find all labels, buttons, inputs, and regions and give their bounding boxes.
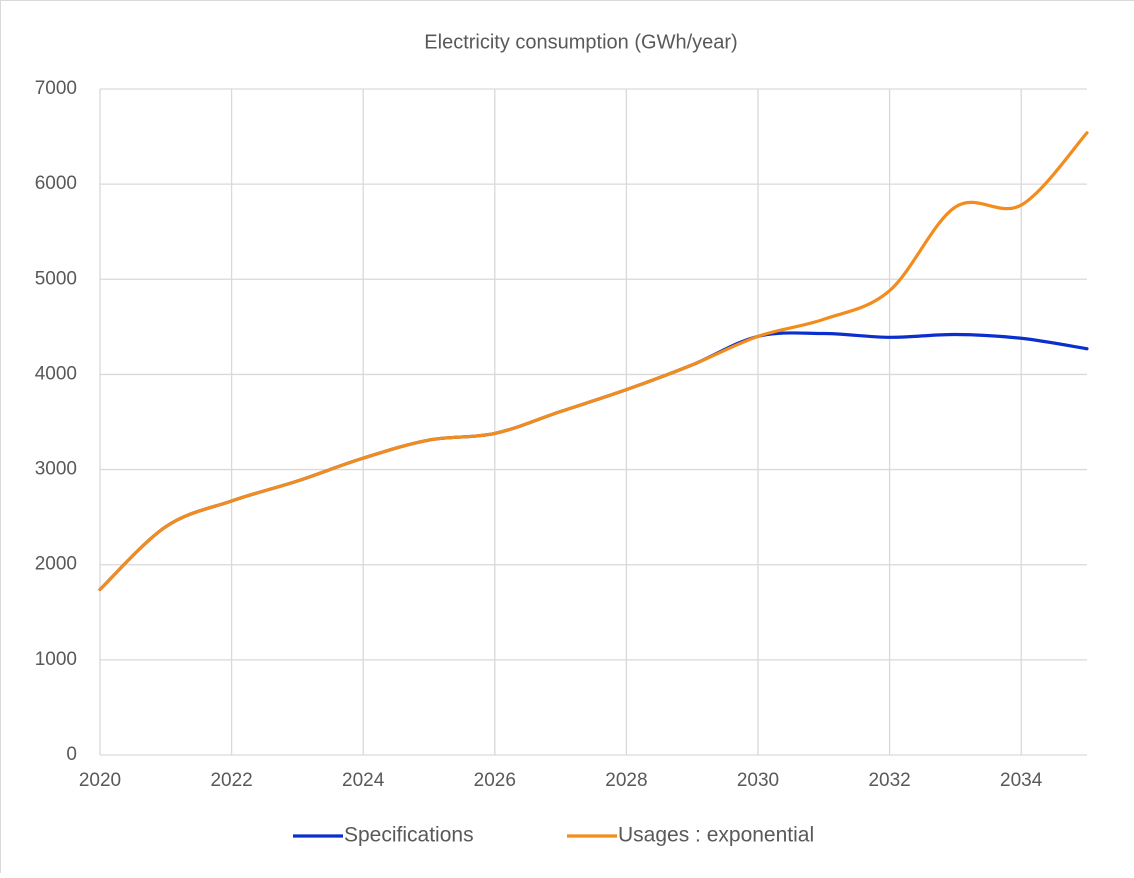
legend-label: Specifications	[344, 824, 474, 847]
x-tick-label: 2026	[474, 770, 516, 791]
x-tick-label: 2032	[868, 770, 910, 791]
y-tick-label: 4000	[35, 363, 77, 384]
x-tick-label: 2034	[1000, 770, 1043, 791]
x-tick-label: 2022	[210, 770, 252, 791]
x-tick-label: 2028	[605, 770, 647, 791]
chart-title: Electricity consumption (GWh/year)	[424, 31, 737, 53]
x-tick-label: 2024	[342, 770, 385, 791]
legend-label: Usages : exponential	[618, 824, 814, 847]
y-tick-label: 0	[66, 744, 77, 765]
y-tick-label: 6000	[35, 173, 77, 194]
y-tick-label: 2000	[35, 554, 77, 575]
y-tick-label: 3000	[35, 459, 77, 480]
x-tick-label: 2030	[737, 770, 779, 791]
y-tick-label: 7000	[35, 78, 77, 99]
y-tick-label: 1000	[35, 649, 77, 670]
x-tick-label: 2020	[79, 770, 121, 791]
y-tick-label: 5000	[35, 268, 77, 289]
